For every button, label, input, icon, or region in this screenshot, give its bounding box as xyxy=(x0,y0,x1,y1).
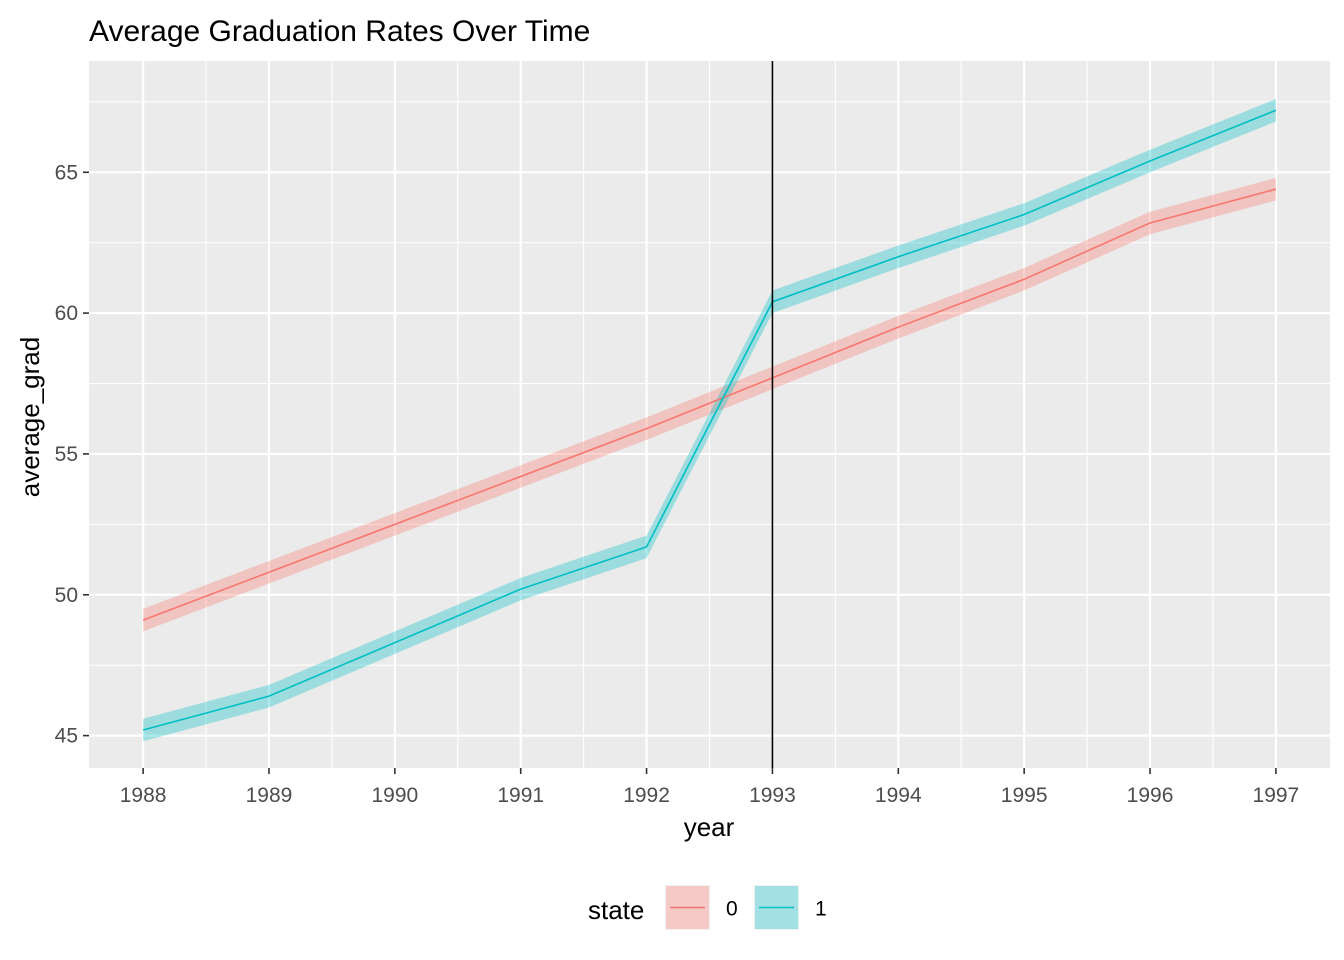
x-tick-label: 1995 xyxy=(1001,784,1048,807)
line-series-0 xyxy=(142,188,1277,621)
x-tick-label: 1996 xyxy=(1127,784,1174,807)
ribbon-series-1 xyxy=(143,99,1276,742)
y-tick-label: 65 xyxy=(55,161,78,184)
x-tick-label: 1988 xyxy=(120,784,167,807)
y-axis-title: average_grad xyxy=(15,337,45,497)
x-tick-label: 1994 xyxy=(875,784,922,807)
x-tick-label: 1997 xyxy=(1253,784,1300,807)
x-tick-label: 1993 xyxy=(749,784,796,807)
y-tick-label: 55 xyxy=(55,443,78,466)
chart-title: Average Graduation Rates Over Time xyxy=(89,15,590,48)
x-tick-label: 1991 xyxy=(497,784,544,807)
series-lines xyxy=(142,109,1277,731)
x-tick-label: 1990 xyxy=(371,784,418,807)
x-axis-title: year xyxy=(684,812,735,842)
x-tick-label: 1992 xyxy=(623,784,670,807)
legend: state 0 1 xyxy=(588,885,827,930)
y-tick-label: 50 xyxy=(55,584,78,607)
y-axis: 45 50 55 60 65 xyxy=(55,161,89,748)
minor-gridlines xyxy=(89,61,1330,807)
legend-label-1: 1 xyxy=(815,898,827,921)
y-tick-label: 45 xyxy=(55,725,78,748)
line-series-1 xyxy=(142,109,1277,731)
legend-title: state xyxy=(588,895,644,925)
y-tick-label: 60 xyxy=(55,302,78,325)
x-tick-label: 1989 xyxy=(246,784,293,807)
legend-label-0: 0 xyxy=(726,898,738,921)
x-axis: 1988 1989 1990 1991 1992 1993 1994 1995 1996 1997 xyxy=(120,768,1299,807)
